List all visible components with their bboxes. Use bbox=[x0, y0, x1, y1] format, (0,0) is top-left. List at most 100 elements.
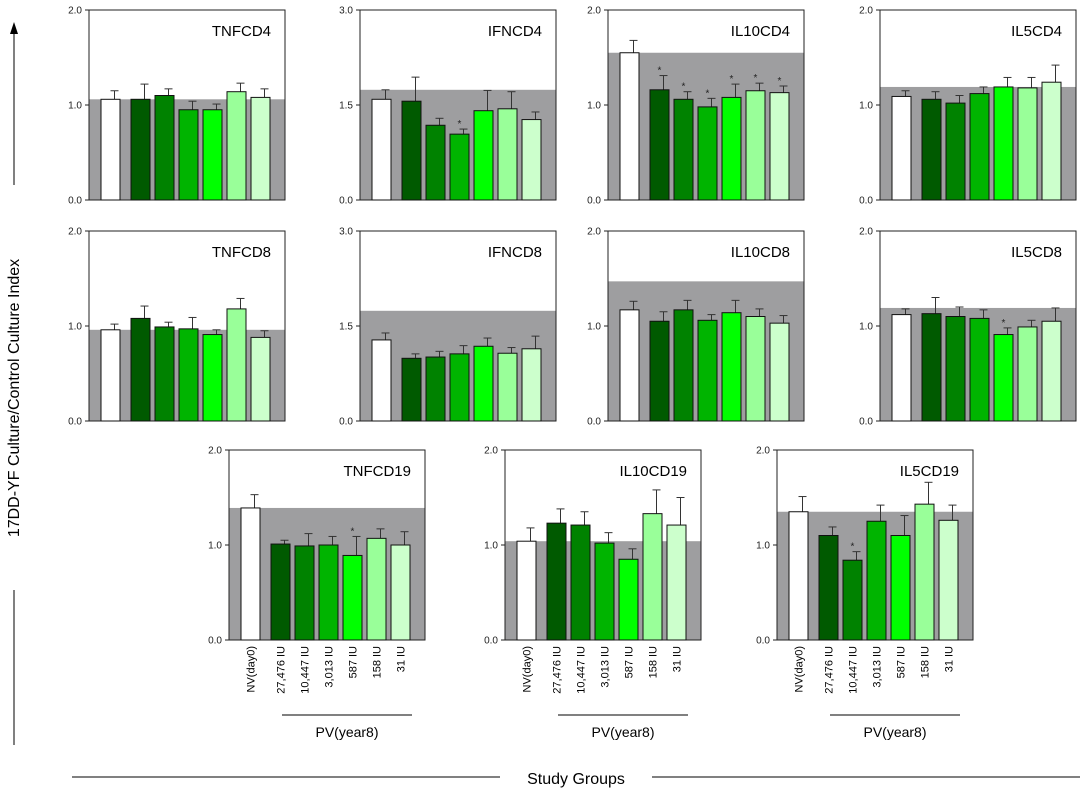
y-tick-label: 0.0 bbox=[484, 636, 498, 647]
panel-il5cd19: 0.0 1.0 2.0 IL5CD19 * bbox=[756, 446, 974, 647]
bar-3-013-iu bbox=[178, 328, 199, 422]
y-tick-label: 3.0 bbox=[339, 6, 353, 17]
significance-star: * bbox=[458, 119, 462, 130]
y-tick-label: 0.0 bbox=[339, 196, 353, 207]
y-tick-label: 0.0 bbox=[208, 636, 222, 647]
bar-27-476-iu bbox=[130, 317, 151, 422]
significance-star: * bbox=[682, 82, 686, 93]
panel-title: IFNCD4 bbox=[488, 23, 542, 40]
bar-nv-day0- bbox=[516, 540, 537, 641]
y-tick-label: 2.0 bbox=[859, 6, 873, 17]
y-axis-label: 17DD-YF Culture/Control Culture Index bbox=[6, 259, 23, 537]
panel-tnfcd4: 0.0 1.0 2.0 TNFCD4 bbox=[68, 6, 286, 207]
bar-10-447-iu bbox=[294, 545, 315, 641]
y-tick-label: 1.5 bbox=[339, 322, 353, 333]
bar-3-013-iu bbox=[449, 353, 470, 422]
panel-title: IL5CD19 bbox=[900, 463, 959, 480]
y-tick-label: 0.0 bbox=[859, 196, 873, 207]
bar-27-476-iu bbox=[649, 320, 670, 422]
panel-title: IL5CD8 bbox=[1011, 244, 1062, 261]
significance-star: * bbox=[778, 76, 782, 87]
bar-158-iu bbox=[745, 90, 766, 201]
bar-587-iu bbox=[721, 312, 742, 422]
panel-title: IFNCD8 bbox=[488, 244, 542, 261]
group-label: NV(day0) bbox=[522, 646, 534, 692]
group-label: 27,476 IU bbox=[276, 646, 288, 694]
bar-31-iu bbox=[666, 524, 687, 641]
panel-title: TNFCD8 bbox=[212, 244, 271, 261]
group-label: 27,476 IU bbox=[552, 646, 564, 694]
y-axis-arrow-icon bbox=[10, 22, 18, 34]
bar-nv-day0- bbox=[100, 98, 121, 201]
bar-158-iu bbox=[745, 316, 766, 422]
group-label: 3,013 IU bbox=[600, 646, 612, 688]
bar-3-013-iu bbox=[969, 93, 990, 201]
bar-10-447-iu bbox=[154, 95, 175, 201]
panel-title: IL10CD19 bbox=[619, 463, 687, 480]
bar-3-013-iu bbox=[866, 520, 887, 641]
y-tick-label: 0.0 bbox=[68, 417, 82, 428]
group-label: 158 IU bbox=[920, 646, 932, 678]
bar-158-iu bbox=[497, 352, 518, 422]
bar-31-iu bbox=[1041, 320, 1062, 422]
bar-587-iu bbox=[721, 96, 742, 201]
group-label: 31 IU bbox=[396, 646, 408, 672]
bar-10-447-iu bbox=[945, 316, 966, 422]
bar-10-447-iu bbox=[425, 356, 446, 422]
bar-158-iu bbox=[497, 108, 518, 201]
group-label: 27,476 IU bbox=[824, 646, 836, 694]
bar-10-447-iu bbox=[570, 524, 591, 641]
panel-ifncd4: 0.0 1.5 3.0 IFNCD4 * bbox=[339, 6, 557, 207]
y-tick-label: 1.0 bbox=[484, 541, 498, 552]
panel-il10cd8: 0.0 1.0 2.0 IL10CD8 bbox=[587, 227, 805, 428]
group-label: 158 IU bbox=[648, 646, 660, 678]
group-label: 10,447 IU bbox=[848, 646, 860, 694]
group-label: 3,013 IU bbox=[324, 646, 336, 688]
bar-158-iu bbox=[226, 308, 247, 422]
bar-nv-day0- bbox=[891, 95, 912, 201]
group-label: 587 IU bbox=[624, 646, 636, 678]
y-tick-label: 1.0 bbox=[208, 541, 222, 552]
significance-star: * bbox=[658, 66, 662, 77]
y-tick-label: 2.0 bbox=[484, 446, 498, 457]
bar-587-iu bbox=[618, 558, 639, 641]
panel-title: TNFCD4 bbox=[212, 23, 271, 40]
y-tick-label: 2.0 bbox=[587, 6, 601, 17]
bar-27-476-iu bbox=[921, 98, 942, 201]
y-tick-label: 0.0 bbox=[587, 417, 601, 428]
bar-587-iu bbox=[890, 535, 911, 641]
y-tick-label: 2.0 bbox=[587, 227, 601, 238]
bar-27-476-iu bbox=[921, 313, 942, 422]
bar-27-476-iu bbox=[546, 522, 567, 641]
group-label: 587 IU bbox=[348, 646, 360, 678]
panel-il10cd19: 0.0 1.0 2.0 IL10CD19 bbox=[484, 446, 702, 647]
bar-27-476-iu bbox=[818, 535, 839, 641]
bar-27-476-iu bbox=[401, 100, 422, 201]
bar-31-iu bbox=[769, 92, 790, 201]
bar-3-013-iu bbox=[697, 319, 718, 422]
bar-31-iu bbox=[938, 519, 959, 641]
bar-27-476-iu bbox=[649, 89, 670, 201]
y-tick-label: 2.0 bbox=[756, 446, 770, 457]
panel-tnfcd19: 0.0 1.0 2.0 TNFCD19 * bbox=[208, 446, 426, 647]
significance-star: * bbox=[730, 74, 734, 85]
bar-nv-day0- bbox=[240, 507, 261, 641]
y-tick-label: 0.0 bbox=[587, 196, 601, 207]
y-tick-label: 1.0 bbox=[587, 322, 601, 333]
group-label: 10,447 IU bbox=[576, 646, 588, 694]
bar-10-447-iu bbox=[425, 124, 446, 201]
bar-158-iu bbox=[226, 91, 247, 201]
bar-10-447-iu bbox=[673, 309, 694, 422]
pv-group-label: PV(year8) bbox=[315, 724, 378, 740]
bar-158-iu bbox=[914, 503, 935, 641]
bar-3-013-iu bbox=[318, 544, 339, 641]
y-tick-label: 1.5 bbox=[339, 101, 353, 112]
panel-title: TNFCD19 bbox=[343, 463, 411, 480]
bar-10-447-iu bbox=[673, 98, 694, 201]
bar-nv-day0- bbox=[788, 511, 809, 641]
bar-3-013-iu bbox=[697, 106, 718, 201]
panel-ifncd8: 0.0 1.5 3.0 IFNCD8 bbox=[339, 227, 557, 428]
bar-3-013-iu bbox=[594, 542, 615, 641]
bar-31-iu bbox=[250, 96, 271, 201]
